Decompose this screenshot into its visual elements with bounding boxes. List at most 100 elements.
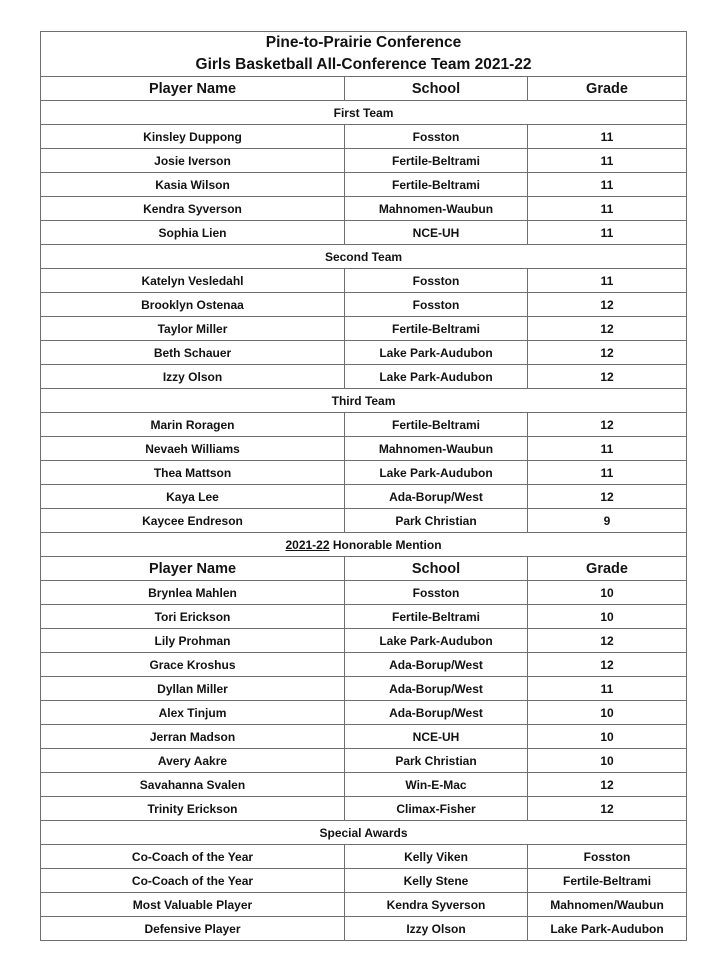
player-school: Mahnomen-Waubun [344, 436, 528, 461]
table-row: Trinity Erickson Climax-Fisher 12 [40, 796, 688, 821]
player-grade: 10 [526, 748, 688, 773]
section-band-first-team: First Team [39, 100, 688, 125]
player-school: Fertile-Beltrami [344, 316, 528, 341]
section-label-second-team: Second Team [39, 244, 688, 269]
player-name: Taylor Miller [40, 316, 345, 341]
player-name: Izzy Olson [40, 364, 345, 389]
player-grade: 11 [526, 172, 688, 197]
player-grade: 11 [526, 148, 688, 173]
award-recipient: Kendra Syverson [344, 892, 528, 917]
table-row: Co-Coach of the Year Kelly Stene Fertile… [40, 868, 688, 893]
player-name: Grace Kroshus [40, 652, 345, 677]
column-header-school: School [344, 76, 528, 101]
award-title: Co-Coach of the Year [40, 868, 345, 893]
section-label-third-team: Third Team [39, 388, 688, 413]
table-row: Defensive Player Izzy Olson Lake Park-Au… [40, 916, 688, 941]
player-school: Ada-Borup/West [344, 652, 528, 677]
player-school: Win-E-Mac [344, 772, 528, 797]
table-row: Kendra Syverson Mahnomen-Waubun 11 [40, 196, 688, 221]
title-line-2: Girls Basketball All-Conference Team 202… [195, 56, 532, 73]
player-name: Beth Schauer [40, 340, 345, 365]
player-school: NCE-UH [344, 724, 528, 749]
table-row: Taylor Miller Fertile-Beltrami 12 [40, 316, 688, 341]
section-band-third-team: Third Team [39, 388, 688, 413]
column-header-row-top: Player Name School Grade [40, 76, 688, 101]
player-school: Park Christian [344, 508, 528, 533]
player-school: Fertile-Beltrami [344, 148, 528, 173]
player-grade: 10 [526, 604, 688, 629]
section-band-second-team: Second Team [39, 244, 688, 269]
table-row: Tori Erickson Fertile-Beltrami 10 [40, 604, 688, 629]
title-row: Pine-to-Prairie Conference Girls Basketb… [39, 31, 688, 77]
table-row: Sophia Lien NCE-UH 11 [40, 220, 688, 245]
table-row: Marin Roragen Fertile-Beltrami 12 [40, 412, 688, 437]
table-row: Dyllan Miller Ada-Borup/West 11 [40, 676, 688, 701]
honorable-mention-text: Honorable Mention [329, 537, 442, 552]
section-band-honorable-mention: 2021-22 Honorable Mention [39, 532, 688, 557]
player-name: Alex Tinjum [40, 700, 345, 725]
player-grade: 12 [526, 412, 688, 437]
player-school: Fertile-Beltrami [344, 412, 528, 437]
player-school: Ada-Borup/West [344, 700, 528, 725]
player-name: Kinsley Duppong [40, 124, 345, 149]
player-name: Sophia Lien [40, 220, 345, 245]
player-school: Fosston [344, 124, 528, 149]
player-grade: 11 [526, 196, 688, 221]
player-grade: 12 [526, 340, 688, 365]
player-school: Fosston [344, 292, 528, 317]
table-row: Co-Coach of the Year Kelly Viken Fosston [40, 844, 688, 869]
section-label-special-awards: Special Awards [39, 820, 688, 845]
player-grade: 12 [526, 628, 688, 653]
table-row: Nevaeh Williams Mahnomen-Waubun 11 [40, 436, 688, 461]
table-row: Brynlea Mahlen Fosston 10 [40, 580, 688, 605]
award-school: Fertile-Beltrami [526, 868, 688, 893]
player-grade: 12 [526, 484, 688, 509]
player-name: Tori Erickson [40, 604, 345, 629]
player-grade: 9 [526, 508, 688, 533]
award-school: Lake Park-Audubon [526, 916, 688, 941]
section-label-first-team: First Team [39, 100, 688, 125]
player-school: Climax-Fisher [344, 796, 528, 821]
player-name: Jerran Madson [40, 724, 345, 749]
player-name: Brooklyn Ostenaa [40, 292, 345, 317]
player-grade: 12 [526, 772, 688, 797]
column-header-player-name: Player Name [40, 556, 345, 581]
column-header-school: School [344, 556, 528, 581]
player-grade: 12 [526, 796, 688, 821]
table-row: Kaya Lee Ada-Borup/West 12 [40, 484, 688, 509]
table-row: Lily Prohman Lake Park-Audubon 12 [40, 628, 688, 653]
table-body: Pine-to-Prairie Conference Girls Basketb… [39, 31, 688, 941]
player-name: Katelyn Vesledahl [40, 268, 345, 293]
table-row: Thea Mattson Lake Park-Audubon 11 [40, 460, 688, 485]
player-name: Kaycee Endreson [40, 508, 345, 533]
award-title: Defensive Player [40, 916, 345, 941]
column-header-player-name: Player Name [40, 76, 345, 101]
all-conference-team-sheet: Pine-to-Prairie Conference Girls Basketb… [39, 31, 688, 941]
title-line-1: Pine-to-Prairie Conference [265, 34, 462, 51]
player-school: Fosston [344, 580, 528, 605]
player-grade: 10 [526, 724, 688, 749]
award-title: Co-Coach of the Year [40, 844, 345, 869]
table-row: Most Valuable Player Kendra Syverson Mah… [40, 892, 688, 917]
award-recipient: Kelly Viken [344, 844, 528, 869]
table-row: Katelyn Vesledahl Fosston 11 [40, 268, 688, 293]
player-grade: 11 [526, 124, 688, 149]
table-row: Savahanna Svalen Win-E-Mac 12 [40, 772, 688, 797]
award-school: Fosston [526, 844, 688, 869]
table-row: Grace Kroshus Ada-Borup/West 12 [40, 652, 688, 677]
player-grade: 10 [526, 700, 688, 725]
section-label-honorable-mention: 2021-22 Honorable Mention [39, 532, 688, 557]
player-school: Lake Park-Audubon [344, 340, 528, 365]
player-school: NCE-UH [344, 220, 528, 245]
player-name: Dyllan Miller [40, 676, 345, 701]
player-grade: 10 [526, 580, 688, 605]
player-name: Josie Iverson [40, 148, 345, 173]
column-header-grade: Grade [526, 556, 688, 581]
player-grade: 11 [526, 460, 688, 485]
player-school: Ada-Borup/West [344, 676, 528, 701]
table-row: Josie Iverson Fertile-Beltrami 11 [40, 148, 688, 173]
player-name: Savahanna Svalen [40, 772, 345, 797]
player-school: Park Christian [344, 748, 528, 773]
player-school: Lake Park-Audubon [344, 460, 528, 485]
honorable-mention-year: 2021-22 [285, 537, 330, 552]
